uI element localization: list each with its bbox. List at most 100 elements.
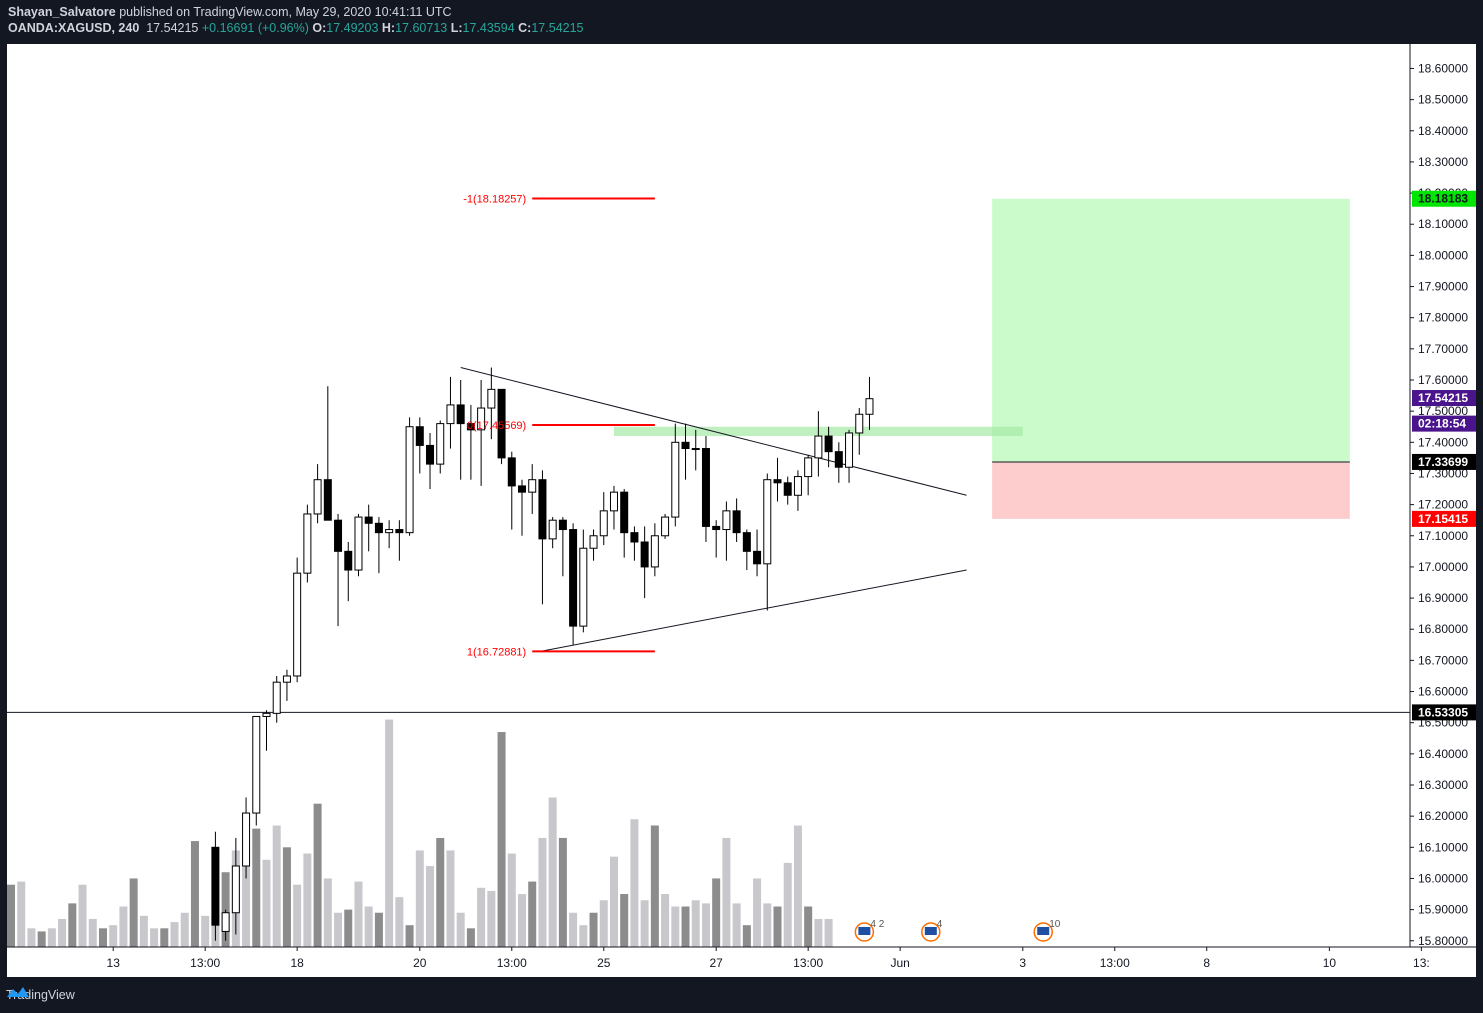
volume-bar [170,922,179,947]
candle-body [722,510,731,531]
volume-bar [303,853,312,947]
price-tick-label: 18.10000 [1418,217,1468,231]
candle-body [824,435,833,453]
candle-body [804,457,813,478]
event-flag-icon [1037,927,1050,935]
candle-body [293,572,302,677]
author-name[interactable]: Shayan_Salvatore [8,5,116,19]
volume-bar [732,903,741,947]
volume-bar [415,850,424,947]
candle-body [231,865,240,914]
price-chart[interactable]: -1(18.18257) 0(17.45569) 1(16.72881) 4 2 4 10… [7,44,1476,977]
candle-body [834,451,843,468]
price-label-badge[interactable] [1412,190,1476,207]
chart-panel[interactable]: -1(18.18257) 0(17.45569) 1(16.72881) 4 2 4 10… [7,44,1476,977]
volume-bar [558,837,567,947]
volume-bar [160,928,169,947]
price-tick-label: 17.20000 [1418,498,1468,512]
candle-body [650,535,659,568]
stop-zone[interactable] [992,461,1350,519]
time-tick-label: 20 [413,956,427,970]
footer-brand[interactable]: TradingView [6,985,75,1005]
volume-bar [242,844,251,947]
candle-body [374,522,383,534]
volume-bar [282,847,291,947]
candle-body [701,448,710,527]
volume-bar [466,928,475,947]
volume-bar [395,897,404,947]
trendline[interactable] [542,569,967,652]
price-tick-label: 16.60000 [1418,685,1468,699]
candle-body [732,510,741,534]
candle-body [395,529,404,534]
candle-body [640,541,649,568]
price-tick-label: 16.10000 [1418,840,1468,854]
candle-body [323,479,332,521]
candle-body [221,912,230,932]
volume-bar [139,915,148,947]
volume-bar [773,906,782,947]
price-tick-label: 17.50000 [1418,404,1468,418]
price-label-badge[interactable] [1412,390,1476,407]
publish-text: published on TradingView.com, May 29, 20… [119,5,452,19]
candle-body [211,846,220,926]
tradingview-logo-icon [7,987,29,997]
open-value: 17.49203 [326,21,379,35]
candle-body [334,519,343,552]
price-tick-label: 16.70000 [1418,653,1468,667]
volume-bar [68,903,77,947]
volume-bar [579,925,588,947]
low-value: 17.43594 [462,21,515,35]
candle-body [466,423,475,431]
time-tick-label: 13:00 [793,956,823,970]
volume-bar [17,881,26,947]
volume-bar [661,894,670,947]
low-label: L: [450,21,463,35]
volume-bar [609,856,618,947]
volume-bar [701,903,710,947]
high-label: H: [381,21,396,35]
volume-bar [630,819,639,947]
volume-bar [763,903,772,947]
price-label-badge[interactable] [1412,704,1476,721]
time-tick-label: 25 [597,956,611,970]
candle-body [303,513,312,574]
candle-body [548,519,557,540]
price-tick-label: 17.00000 [1418,560,1468,574]
volume-bar [528,881,537,947]
target-zone[interactable] [992,198,1350,462]
volume-bar [650,825,659,947]
candle-body [763,479,772,565]
price-tick-label: 18.50000 [1418,93,1468,107]
time-tick-label: 13: [1413,956,1430,970]
candle-body [712,525,721,531]
candle-body [477,407,486,431]
candle-body [507,457,516,487]
candle-body [589,535,598,549]
volume-bar [58,918,67,947]
candle-body [446,404,455,425]
time-tick-label: 3 [1019,956,1026,970]
candle-body [773,479,782,484]
candle-body [426,444,435,465]
price-label-badge[interactable] [1412,453,1476,470]
trendline[interactable] [460,367,967,496]
volume-bar [640,900,649,947]
event-label: 10 [1049,919,1061,930]
candle-body [609,491,618,512]
volume-bar [538,837,547,947]
volume-bar [364,906,373,947]
price-label-badge[interactable] [1412,415,1476,432]
volume-bar [753,878,762,947]
price-tick-label: 17.90000 [1418,280,1468,294]
candle-body [855,413,864,434]
volume-bar [824,918,833,947]
price-label-badge[interactable] [1412,510,1476,527]
price-tick-label: 17.80000 [1418,311,1468,325]
time-tick-label: 13:00 [1100,956,1130,970]
price-label-text: 17.15415 [1418,512,1468,526]
high-value: 17.60713 [395,21,448,35]
volume-bar [620,894,629,947]
event-label: 4 [937,919,943,930]
price-tick-label: 16.40000 [1418,747,1468,761]
